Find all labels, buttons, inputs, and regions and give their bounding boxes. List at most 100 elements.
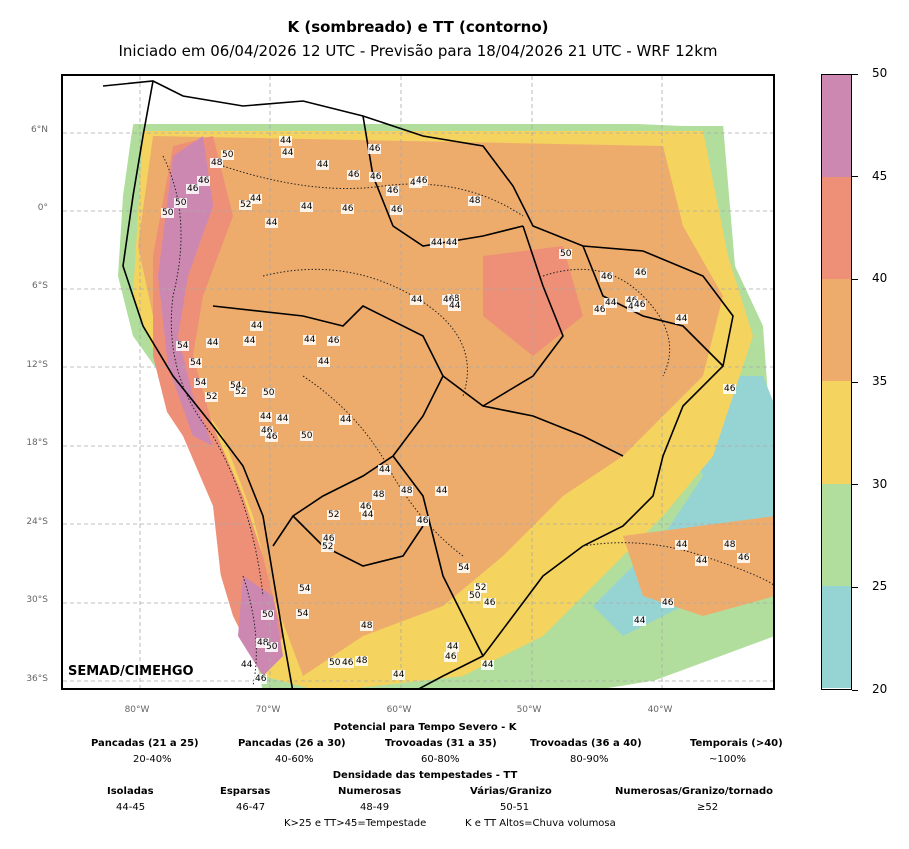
tt-contour-label: 44	[604, 298, 618, 308]
tt-contour-label: 46	[633, 300, 647, 310]
colorbar-tick-label: 45	[872, 168, 888, 183]
colorbar	[821, 74, 852, 690]
tt-contour-label: 46	[600, 272, 614, 282]
legend-footer-right: K e TT Altos=Chuva volumosa	[465, 818, 616, 829]
colorbar-tick-label: 30	[872, 476, 888, 491]
tt-contour-label: 54	[296, 609, 310, 619]
tt-contour-label: 44	[695, 556, 709, 566]
tt-contour-label: 44	[281, 148, 295, 158]
k-legend-title: Potencial para Tempo Severo - K	[333, 722, 517, 733]
tt-contour-label: 44	[446, 642, 460, 652]
tt-contour-label: 52	[474, 583, 488, 593]
tt-contour-label: 46	[625, 296, 639, 306]
tt-contour-label: 48	[210, 158, 224, 168]
tt-contour-label: 44	[300, 202, 314, 212]
lat-label-6s: 6°S	[32, 281, 48, 291]
colorbar-tick-label: 35	[872, 374, 888, 388]
tt-contour-label: 50	[559, 249, 573, 259]
tt-contour-label: 44	[276, 414, 290, 424]
colorbar-tick	[852, 278, 858, 280]
tt-contour-label: 48	[372, 490, 386, 500]
lat-label-0: 0°	[37, 203, 48, 213]
forecast-map: 4444464446464650484644465050524444464446…	[61, 74, 775, 690]
tt-contour-label: 46	[416, 516, 430, 526]
tt-contour-label: 44	[675, 540, 689, 550]
colorbar-tick	[852, 689, 858, 691]
tt-item-value: 48-49	[360, 802, 390, 813]
tt-contour-label: 46	[254, 674, 268, 684]
colorbar-tick-label: 40	[872, 271, 888, 286]
tt-contour-label: 50	[221, 150, 235, 160]
tt-contour-label: 54	[194, 378, 208, 388]
tt-contour-label: 44	[633, 616, 647, 626]
tt-contour-label: 46	[322, 534, 336, 544]
colorbar-tick	[852, 381, 858, 383]
tt-contour-label: 50	[328, 658, 342, 668]
k-item-label: Trovoadas (36 a 40)	[530, 738, 642, 749]
lon-label-60w: 60°W	[386, 705, 412, 715]
tt-contour-label: 46	[415, 176, 429, 186]
tt-contour-label: 46	[359, 502, 373, 512]
tt-contour-label: 44	[392, 670, 406, 680]
lat-label-6n: 6°N	[31, 125, 48, 135]
tt-contour-label: 44	[243, 336, 257, 346]
tt-contour-label: 48	[360, 621, 374, 631]
tt-contour-label: 46	[593, 305, 607, 315]
tt-contour-label: 46	[442, 295, 456, 305]
colorbar-tick	[852, 176, 858, 178]
map-gridlines	[63, 76, 773, 688]
k-item-label: Pancadas (21 a 25)	[91, 738, 199, 749]
lat-label-18s: 18°S	[26, 438, 48, 448]
k-item-value: 20-40%	[133, 754, 172, 765]
colorbar-tick	[852, 73, 858, 75]
k-item-label: Temporais (>40)	[690, 738, 783, 749]
tt-contour-label: 48	[723, 540, 737, 550]
tt-contour-label: 46	[327, 336, 341, 346]
tt-contour-label: 46	[483, 598, 497, 608]
tt-item-label: Esparsas	[220, 786, 271, 797]
colorbar-tick-label: 20	[872, 682, 888, 696]
k-item-label: Pancadas (26 a 30)	[238, 738, 346, 749]
tt-contour-label: 46	[369, 172, 383, 182]
k-shading-orange	[138, 136, 723, 676]
tt-item-value: 50-51	[500, 802, 530, 813]
tt-item-label: Várias/Granizo	[470, 786, 552, 797]
tt-contour-label: 44	[206, 338, 220, 348]
lon-label-50w: 50°W	[516, 705, 542, 715]
tt-contour-label: 44	[448, 301, 462, 311]
tt-contour-label: 48	[256, 638, 270, 648]
tt-contour-label: 44	[250, 321, 264, 331]
tt-contour-label: 50	[161, 208, 175, 218]
lat-label-24s: 24°S	[26, 517, 48, 527]
tt-contour-label: 48	[468, 196, 482, 206]
tt-contour-label: 46	[444, 652, 458, 662]
tt-contour-label: 46	[186, 184, 200, 194]
lon-label-80w: 80°W	[124, 705, 150, 715]
colorbar-segment	[822, 177, 851, 280]
tt-contour-label: 44	[259, 412, 273, 422]
colorbar-segment	[822, 381, 851, 484]
lat-label-12s: 12°S	[26, 360, 48, 370]
k-item-value: 80-90%	[570, 754, 609, 765]
ocean-north	[143, 76, 773, 126]
credit-label: SEMAD/CIMEHGO	[68, 664, 194, 679]
ocean-atlantic	[633, 636, 773, 688]
tt-contour-label: 44	[481, 660, 495, 670]
tt-contour-label: 44	[303, 335, 317, 345]
tt-item-value: 46-47	[236, 802, 266, 813]
map-canvas	[63, 76, 773, 688]
tt-legend-title: Densidade das tempestades - TT	[332, 770, 518, 781]
tt-contour-label: 54	[229, 381, 243, 391]
tt-contour-label: 52	[239, 200, 253, 210]
k-item-label: Trovoadas (31 a 35)	[385, 738, 497, 749]
tt-contour-label: 46	[341, 658, 355, 668]
tt-contour-label: 44	[361, 510, 375, 520]
k-item-value: 60-80%	[421, 754, 460, 765]
tt-contour-label: 46	[723, 384, 737, 394]
colorbar-tick-label: 50	[872, 66, 888, 80]
colorbar-segment	[822, 483, 851, 586]
tt-contour-label: 46	[661, 598, 675, 608]
tt-contour-label: 54	[298, 584, 312, 594]
k-item-value: 40-60%	[275, 754, 314, 765]
colorbar-tick-label: 25	[872, 579, 888, 594]
